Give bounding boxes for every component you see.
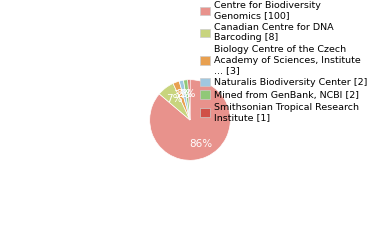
Wedge shape [150, 80, 230, 160]
Text: 7%: 7% [166, 94, 182, 104]
Text: 86%: 86% [190, 139, 212, 149]
Wedge shape [188, 80, 190, 120]
Wedge shape [179, 80, 190, 120]
Text: 3%: 3% [173, 90, 189, 100]
Text: 2%: 2% [176, 90, 193, 99]
Legend: Centre for Biodiversity
Genomics [100], Canadian Centre for DNA
Barcoding [8], B: Centre for Biodiversity Genomics [100], … [200, 0, 368, 123]
Wedge shape [184, 80, 190, 120]
Wedge shape [159, 84, 190, 120]
Wedge shape [173, 81, 190, 120]
Text: 2%: 2% [179, 89, 195, 99]
